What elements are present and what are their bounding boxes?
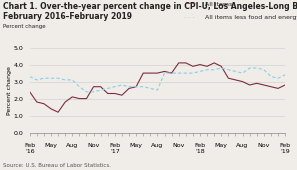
- Text: Feb
'19: Feb '19: [279, 143, 291, 154]
- Text: May: May: [45, 143, 58, 148]
- Text: February 2016–February 2019: February 2016–February 2019: [3, 12, 132, 21]
- Text: Feb
'16: Feb '16: [24, 143, 35, 154]
- Text: All items: All items: [205, 2, 232, 7]
- Text: Aug: Aug: [151, 143, 164, 148]
- Text: Aug: Aug: [236, 143, 249, 148]
- Text: Feb
'18: Feb '18: [195, 143, 206, 154]
- Text: May: May: [129, 143, 143, 148]
- Text: Nov: Nov: [257, 143, 270, 148]
- Text: Aug: Aug: [66, 143, 78, 148]
- Text: May: May: [215, 143, 228, 148]
- Text: Feb
'17: Feb '17: [109, 143, 120, 154]
- Y-axis label: Percent change: Percent change: [7, 66, 12, 115]
- Text: Nov: Nov: [173, 143, 185, 148]
- Text: All items less food and energy: All items less food and energy: [205, 15, 297, 20]
- Text: - - -: - - -: [184, 15, 197, 20]
- Text: ───: ───: [184, 2, 198, 7]
- Text: Chart 1. Over-the-year percent change in CPI-U, Los Angeles-Long Beach-Anaheim, : Chart 1. Over-the-year percent change in…: [3, 2, 297, 11]
- Text: Nov: Nov: [87, 143, 100, 148]
- Text: Source: U.S. Bureau of Labor Statistics.: Source: U.S. Bureau of Labor Statistics.: [3, 163, 111, 168]
- Text: Percent change: Percent change: [3, 24, 46, 29]
